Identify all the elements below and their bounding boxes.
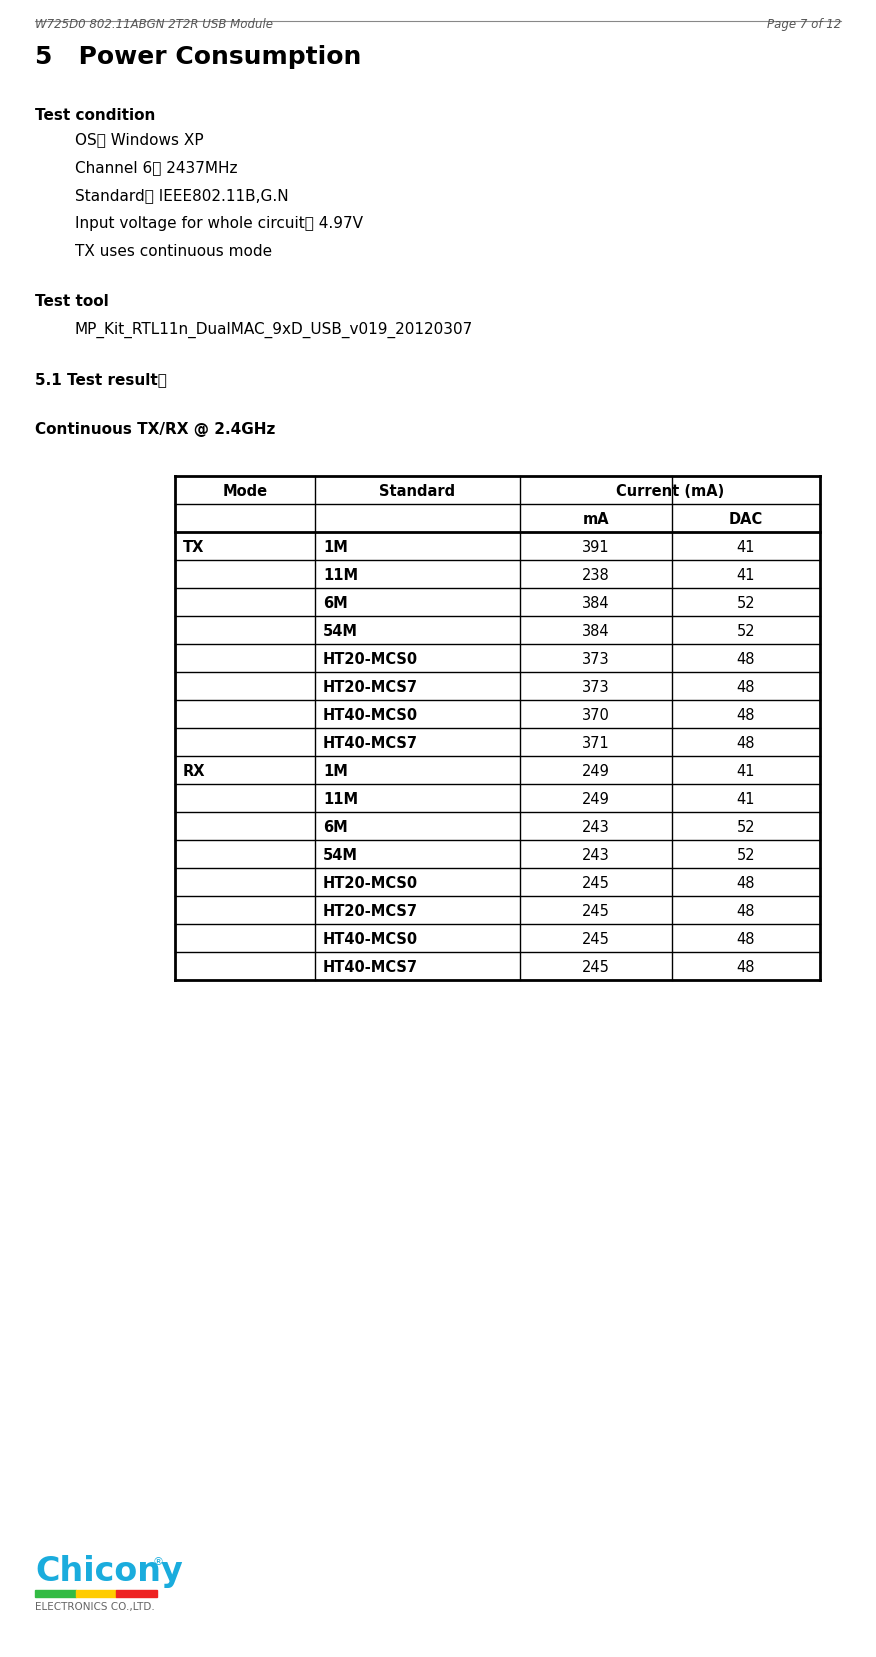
Text: 41: 41 <box>737 790 755 805</box>
Text: 249: 249 <box>582 790 610 805</box>
Text: HT20-MCS0: HT20-MCS0 <box>323 875 418 890</box>
Text: 52: 52 <box>737 819 755 833</box>
Bar <box>35 1591 75 1597</box>
Text: 52: 52 <box>737 595 755 610</box>
Text: Standard： IEEE802.11B,G.N: Standard： IEEE802.11B,G.N <box>75 187 288 202</box>
Text: OS： Windows XP: OS： Windows XP <box>75 133 203 147</box>
Text: Chicony: Chicony <box>35 1554 183 1587</box>
Text: Page 7 of 12: Page 7 of 12 <box>766 18 841 31</box>
Text: HT20-MCS7: HT20-MCS7 <box>323 903 418 918</box>
Text: 11M: 11M <box>323 790 358 805</box>
Text: 245: 245 <box>582 875 610 890</box>
Text: 48: 48 <box>737 931 755 946</box>
Text: Standard: Standard <box>379 484 456 499</box>
Text: Test tool: Test tool <box>35 293 109 308</box>
Text: 384: 384 <box>583 595 610 610</box>
Text: 52: 52 <box>737 623 755 638</box>
Text: Mode: Mode <box>223 484 267 499</box>
Text: HT40-MCS7: HT40-MCS7 <box>323 736 418 751</box>
Text: 373: 373 <box>583 679 610 694</box>
Text: 48: 48 <box>737 708 755 722</box>
Text: 243: 243 <box>583 819 610 833</box>
Text: 41: 41 <box>737 567 755 582</box>
Text: 48: 48 <box>737 903 755 918</box>
Text: Continuous TX/RX @ 2.4GHz: Continuous TX/RX @ 2.4GHz <box>35 423 275 437</box>
Text: 41: 41 <box>737 539 755 553</box>
Text: W725D0 802.11ABGN 2T2R USB Module: W725D0 802.11ABGN 2T2R USB Module <box>35 18 273 31</box>
Text: 245: 245 <box>582 931 610 946</box>
Text: RX: RX <box>183 762 206 779</box>
Text: HT40-MCS7: HT40-MCS7 <box>323 959 418 974</box>
Text: ®: ® <box>153 1556 164 1566</box>
Text: Input voltage for whole circuit： 4.97V: Input voltage for whole circuit： 4.97V <box>75 215 363 230</box>
Text: ELECTRONICS CO.,LTD.: ELECTRONICS CO.,LTD. <box>35 1601 155 1611</box>
Text: 52: 52 <box>737 847 755 862</box>
Text: 6M: 6M <box>323 819 348 833</box>
Text: 391: 391 <box>583 539 610 553</box>
Text: 371: 371 <box>583 736 610 751</box>
Text: 1M: 1M <box>323 762 348 779</box>
Bar <box>117 1591 157 1597</box>
Text: mA: mA <box>583 512 610 527</box>
Text: 370: 370 <box>582 708 610 722</box>
Text: 384: 384 <box>583 623 610 638</box>
Text: 54M: 54M <box>323 623 358 638</box>
Text: 249: 249 <box>582 762 610 779</box>
Text: 48: 48 <box>737 875 755 890</box>
Text: HT40-MCS0: HT40-MCS0 <box>323 708 418 722</box>
Text: Current (mA): Current (mA) <box>616 484 724 499</box>
Text: DAC: DAC <box>729 512 763 527</box>
Bar <box>75 1591 117 1597</box>
Text: 11M: 11M <box>323 567 358 582</box>
Text: HT20-MCS7: HT20-MCS7 <box>323 679 418 694</box>
Text: 5.1 Test result：: 5.1 Test result： <box>35 371 166 386</box>
Text: 243: 243 <box>583 847 610 862</box>
Text: Test condition: Test condition <box>35 108 155 123</box>
Text: 238: 238 <box>583 567 610 582</box>
Text: 245: 245 <box>582 903 610 918</box>
Text: 48: 48 <box>737 679 755 694</box>
Text: TX uses continuous mode: TX uses continuous mode <box>75 244 272 258</box>
Text: HT40-MCS0: HT40-MCS0 <box>323 931 418 946</box>
Text: 1M: 1M <box>323 539 348 553</box>
Text: 373: 373 <box>583 651 610 666</box>
Text: 54M: 54M <box>323 847 358 862</box>
Text: 245: 245 <box>582 959 610 974</box>
Text: 48: 48 <box>737 736 755 751</box>
Text: 5   Power Consumption: 5 Power Consumption <box>35 45 362 70</box>
Text: 48: 48 <box>737 651 755 666</box>
Text: 6M: 6M <box>323 595 348 610</box>
Text: MP_Kit_RTL11n_DualMAC_9xD_USB_v019_20120307: MP_Kit_RTL11n_DualMAC_9xD_USB_v019_20120… <box>75 321 473 338</box>
Text: Channel 6： 2437MHz: Channel 6： 2437MHz <box>75 161 237 176</box>
Text: 48: 48 <box>737 959 755 974</box>
Text: HT20-MCS0: HT20-MCS0 <box>323 651 418 666</box>
Text: TX: TX <box>183 539 204 553</box>
Text: 41: 41 <box>737 762 755 779</box>
